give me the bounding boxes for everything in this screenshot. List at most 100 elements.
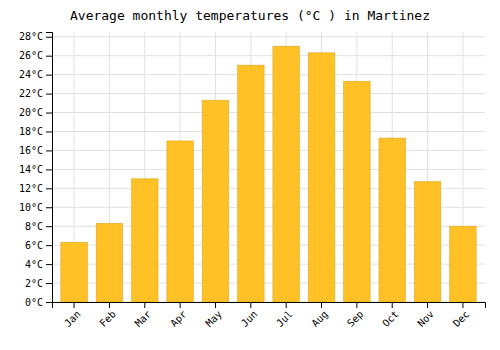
grid-line xyxy=(52,150,485,151)
x-tick-label: Mar xyxy=(133,308,154,329)
y-tick: 2°C xyxy=(25,278,52,289)
y-tick: 22°C xyxy=(19,88,52,99)
x-tick: Oct xyxy=(380,302,401,329)
x-tick-mark xyxy=(215,302,216,308)
grid-line xyxy=(52,55,485,56)
bar xyxy=(308,53,335,302)
x-tick: Jun xyxy=(239,302,260,329)
x-tick-label: Jan xyxy=(62,308,83,329)
bar xyxy=(202,100,229,302)
y-tick-label: 20°C xyxy=(19,107,43,118)
x-axis-line xyxy=(53,303,486,309)
x-tick: Nov xyxy=(415,302,436,329)
grid-line xyxy=(52,112,485,113)
x-tick: May xyxy=(203,302,224,329)
y-tick-label: 26°C xyxy=(19,50,43,61)
bar xyxy=(344,81,371,302)
y-tick-label: 6°C xyxy=(25,240,43,251)
x-tick-label: Dec xyxy=(451,308,472,329)
x-tick-mark xyxy=(74,302,75,308)
x-tick-mark xyxy=(427,302,428,308)
y-tick-label: 18°C xyxy=(19,126,43,137)
bar xyxy=(167,141,194,302)
y-tick: 14°C xyxy=(19,164,52,175)
y-tick-mark xyxy=(46,226,52,227)
y-tick: 16°C xyxy=(19,145,52,156)
x-tick-label: Jun xyxy=(239,308,260,329)
x-tick-mark xyxy=(462,302,463,308)
x-tick: Apr xyxy=(168,302,189,329)
y-tick-mark xyxy=(46,75,52,76)
y-tick-label: 12°C xyxy=(19,183,43,194)
x-tick: Dec xyxy=(451,302,472,329)
x-tick-mark xyxy=(321,302,322,308)
bar xyxy=(414,182,441,302)
y-tick-mark xyxy=(46,131,52,132)
y-tick-mark xyxy=(46,150,52,151)
y-axis-line xyxy=(46,33,53,303)
y-tick: 28°C xyxy=(19,31,52,42)
bar xyxy=(238,65,265,302)
x-tick-label: Apr xyxy=(168,308,189,329)
x-tick-label: Aug xyxy=(309,308,330,329)
bar xyxy=(379,138,406,302)
grid-line xyxy=(52,131,485,132)
x-tick-mark xyxy=(392,302,393,308)
y-tick-label: 14°C xyxy=(19,164,43,175)
y-tick-mark xyxy=(46,113,52,114)
plot: 0°C 2°C 4°C 6°C 8°C 10°C 12°C 14°C 16°C 18°C 20°C 2… xyxy=(19,31,486,328)
bar xyxy=(96,223,123,302)
x-tick-label: May xyxy=(203,308,224,329)
x-tick-label: Jul xyxy=(274,308,295,329)
x-tick-mark xyxy=(109,302,110,308)
y-tick: 6°C xyxy=(25,240,52,251)
y-tick-label: 16°C xyxy=(19,145,43,156)
bar xyxy=(273,46,300,302)
y-tick-label: 2°C xyxy=(25,278,43,289)
y-tick-mark xyxy=(46,188,52,189)
y-tick: 18°C xyxy=(19,126,52,137)
x-tick: Jul xyxy=(274,302,295,329)
y-tick: 20°C xyxy=(19,107,52,118)
x-tick-mark xyxy=(356,302,357,308)
y-tick-label: 4°C xyxy=(25,259,43,270)
y-tick-label: 0°C xyxy=(25,297,43,308)
grid xyxy=(52,32,485,302)
y-tick: 4°C xyxy=(25,259,52,270)
x-tick: Sep xyxy=(345,302,366,329)
x-tick: Jan xyxy=(62,302,83,329)
y-tick: 8°C xyxy=(25,221,52,232)
x-tick: Aug xyxy=(309,302,330,329)
bar xyxy=(450,226,477,302)
x-tick-label: Feb xyxy=(97,308,118,329)
y-tick-label: 8°C xyxy=(25,221,43,232)
x-tick: Feb xyxy=(97,302,118,329)
y-tick-mark xyxy=(46,283,52,284)
x-axis: Jan Feb Mar Apr May Jun Jul Aug Sep Oct Nov Dec xyxy=(53,302,486,329)
y-tick-mark xyxy=(46,37,52,38)
x-tick: Mar xyxy=(133,302,154,329)
x-tick-mark xyxy=(286,302,287,308)
y-tick-mark xyxy=(46,207,52,208)
x-tick-mark xyxy=(180,302,181,308)
x-tick-mark xyxy=(144,302,145,308)
y-tick: 12°C xyxy=(19,183,52,194)
y-tick-mark xyxy=(46,245,52,246)
bar xyxy=(132,179,159,302)
grid-line xyxy=(52,36,485,37)
y-tick: 24°C xyxy=(19,69,52,80)
x-tick-mark xyxy=(250,302,251,308)
y-tick: 0°C xyxy=(25,297,52,308)
grid-line xyxy=(52,169,485,170)
y-tick-mark xyxy=(46,264,52,265)
y-tick-mark xyxy=(46,94,52,95)
y-tick: 10°C xyxy=(19,202,52,213)
y-axis: 0°C 2°C 4°C 6°C 8°C 10°C 12°C 14°C 16°C 18°C 20°C 2… xyxy=(19,31,53,307)
x-tick-label: Nov xyxy=(415,308,436,329)
y-tick-label: 28°C xyxy=(19,31,43,42)
y-tick-label: 24°C xyxy=(19,69,43,80)
grid-line xyxy=(52,74,485,75)
y-tick-label: 10°C xyxy=(19,202,43,213)
chart: Average monthly temperatures (°C ) in Ma… xyxy=(0,0,500,350)
x-tick-label: Oct xyxy=(380,308,401,329)
